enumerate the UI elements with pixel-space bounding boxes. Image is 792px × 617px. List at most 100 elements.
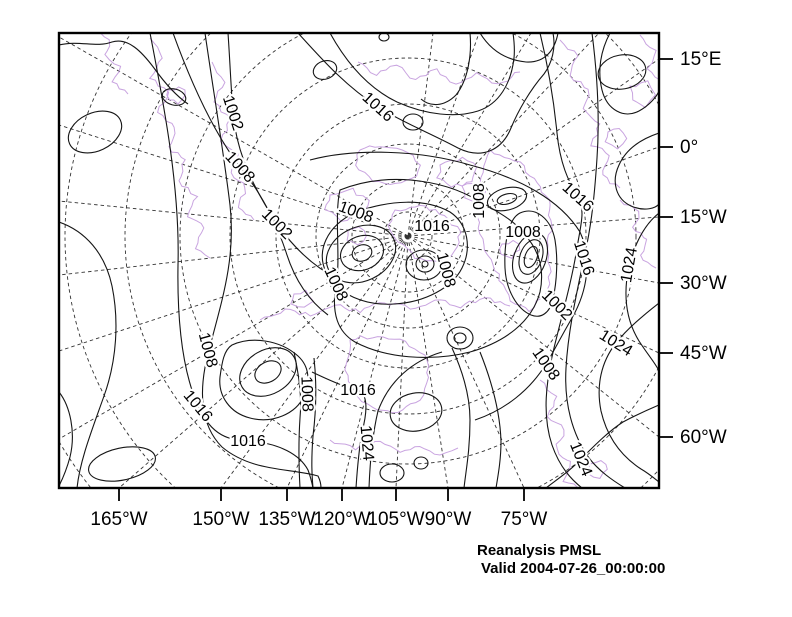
contour-ring [421,260,429,268]
coastline-path [436,156,478,188]
contour-label: 1008 [505,224,541,241]
contour-line [309,151,588,421]
meridian-line [407,235,659,354]
right-axis-label: 60°W [680,427,727,448]
meridian-line [407,58,659,237]
contour-line [614,132,659,210]
contour-ring [325,224,397,284]
coastline-path [629,80,657,109]
parallel-arc [383,211,433,261]
contour-label: 1008 [297,376,315,412]
bottom-axis-label: 135°W [258,509,315,530]
right-axis-label: 0° [680,137,698,158]
contour-line [420,33,471,106]
contour-ring [88,446,156,482]
contour-ring [518,239,544,275]
bottom-axis-label: 165°W [90,509,147,530]
annotation-title: Reanalysis PMSL [477,542,601,559]
contour-ring [254,360,282,384]
meridian-line [395,235,409,488]
contour-ring [379,463,405,483]
meridian-line [59,235,409,352]
coastline-path [211,61,255,221]
contour-ring [496,192,518,206]
contour-ring [597,54,647,90]
contour-line [59,40,189,105]
meridian-line [407,235,659,438]
contour-line [172,33,329,316]
contour-line [451,347,471,488]
contour-line [333,178,543,359]
contour-line [201,33,322,488]
annotation-valid-time: Valid 2004-07-26_00:00:00 [481,560,665,577]
contour-label: 1016 [230,433,266,450]
contour-ring [523,245,539,269]
right-axis-label: 15°W [680,207,727,228]
contour-ring [415,255,435,273]
contour-line [321,201,468,305]
parallel-arc [179,33,637,465]
contour-line [479,33,559,63]
contour-line [311,371,367,488]
isobar-contours-layer [59,33,659,488]
coastline-path [329,439,459,456]
meridian-line [407,216,659,237]
right-axis-label: 15°E [680,49,721,70]
coastline-path [148,37,211,259]
coastline-path [344,335,430,414]
contour-line [545,404,659,488]
contour-label: 1016 [340,382,376,399]
meridian-line [59,235,409,440]
right-axis: 15°E 0° 15°W 30°W 45°W 60°W [660,49,727,448]
contour-line [565,33,626,488]
contour-line [227,33,339,280]
bottom-axis-label: 150°W [192,509,249,530]
contour-line [329,33,515,116]
contour-ring [67,110,123,154]
parallel-arc [315,143,501,329]
coastline-path [387,204,462,263]
map-frame [57,31,661,490]
contour-ring [378,33,390,42]
contour-line [479,351,502,488]
contour-line [504,210,558,317]
coastline-path [639,34,659,80]
contour-line [625,212,659,372]
coastline-path [346,226,367,246]
contour-line [311,357,317,488]
contour-ring [446,326,474,350]
meridian-line [407,33,600,237]
bottom-axis-label: 105°W [367,509,424,530]
contour-ring [239,347,297,397]
coastline-path [476,149,553,313]
contour-label: 1024 [356,425,376,462]
right-axis-label: 30°W [680,273,727,294]
contour-ring [486,186,528,212]
meridian-line [286,235,409,488]
contour-line [368,351,443,488]
meridian-line [341,235,409,488]
contour-line [59,391,73,487]
parallel-arc [275,103,541,369]
contour-ring [339,234,385,272]
contour-line [59,221,117,488]
contour-line [293,351,302,488]
coastline-path [355,145,422,186]
contour-ring [351,244,373,262]
coastline-path [290,289,315,308]
coastline-path [619,199,657,269]
contour-ring [511,232,549,284]
contour-label: 1016 [414,218,450,235]
meridian-line [59,235,409,276]
meridian-line [59,36,409,237]
contour-ring [312,60,338,80]
contour-line [149,33,314,488]
coastline-path [461,182,486,204]
contour-line [599,33,659,115]
contour-line [219,339,309,421]
bottom-axis-label: 120°W [313,509,370,530]
meridian-line [407,146,659,237]
coastline-path [99,33,129,95]
